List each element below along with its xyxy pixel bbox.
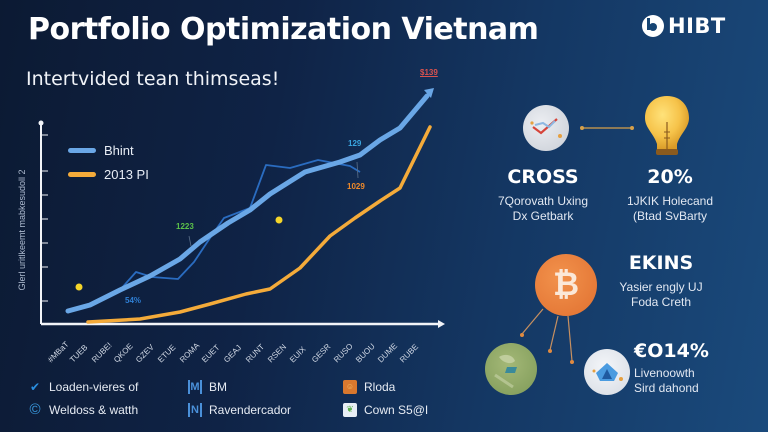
page-subtitle: Intertvided tean thimseas!: [26, 68, 280, 90]
x-tick: EUIX: [288, 344, 308, 365]
x-tick: ROMA: [178, 341, 202, 365]
brand-name: HIBT: [668, 14, 726, 38]
orange-box-icon: ☺: [343, 379, 357, 394]
x-tick: #MBaT: [46, 339, 71, 365]
y-axis-label: Glerl uritlkeemt mabkesudoll 2: [17, 169, 27, 291]
bottom-legend-item[interactable]: ✔ Loaden-vieres of: [29, 379, 139, 394]
hibt-logo-icon: [642, 15, 664, 37]
series-2013-pi-line[interactable]: [86, 125, 432, 324]
feature-cross: CROSS 7Qorovath Uxing Dx Getbark: [497, 166, 589, 223]
x-tick: RSEN: [266, 342, 289, 365]
feature-eo14-percent: €O14% Livenoowth Sird dahond: [634, 340, 709, 395]
x-tick: GEAJ: [222, 343, 244, 365]
bottom-legend-item[interactable]: © Weldoss & watth: [29, 401, 139, 418]
photo-icon: ❦: [343, 402, 357, 417]
globe-icon[interactable]: [485, 343, 537, 395]
marker-dot[interactable]: [75, 283, 83, 291]
x-tick: QKOE: [112, 341, 135, 365]
annotation-orange: 1029: [347, 182, 365, 191]
arrow-head-icon: [424, 88, 434, 98]
lightbulb-icon[interactable]: [642, 94, 692, 162]
bottom-legend-item[interactable]: N Ravendercador: [188, 401, 343, 418]
x-axis-ticks: #MBaT TUEB RUBE! QKOE GZEV ETUE ROMA EUE…: [46, 334, 426, 368]
n-box-icon: N: [188, 402, 202, 417]
x-tick: RUNT: [244, 342, 267, 365]
bottom-legend-item[interactable]: ❦ Cown S5@I: [343, 401, 483, 418]
x-tick: RUBE!: [90, 340, 114, 365]
x-tick: TUEB: [68, 342, 90, 365]
x-tick: RUSO: [332, 341, 355, 365]
x-tick: DUME: [376, 341, 400, 365]
annotation-blue: 129: [348, 139, 362, 148]
chart-check-circle-icon[interactable]: [523, 105, 569, 151]
legend-swatch-blue-icon: [68, 147, 96, 153]
x-tick: RUBE: [398, 342, 421, 365]
m-box-icon: M: [188, 379, 202, 394]
check-icon: ✔: [29, 379, 41, 394]
legend-item-2013-pi[interactable]: 2013 PI: [68, 162, 149, 186]
bottom-legend-item[interactable]: M BM: [188, 378, 343, 395]
x-tick: ETUE: [156, 342, 178, 365]
annotation-top: $139: [420, 68, 438, 77]
bitcoin-icon[interactable]: ₿: [535, 254, 597, 316]
annotation-green: 1223: [176, 222, 194, 231]
x-tick: GESR: [310, 341, 333, 365]
copyright-icon: ©: [29, 401, 41, 418]
series-bhint-line[interactable]: [65, 93, 430, 314]
x-tick: EUET: [200, 342, 222, 365]
bottom-legend: ✔ Loaden-vieres of M BM ☺ Rloda © Weldos…: [28, 378, 483, 418]
house-shield-icon[interactable]: [584, 349, 630, 395]
feature-20-percent: 20% 1JKIK Holecand (Btad SvBarty: [626, 166, 714, 223]
page-title: Portfolio Optimization Vietnam: [28, 12, 539, 47]
legend-swatch-orange-icon: [68, 171, 96, 177]
feature-connectors: [520, 126, 634, 364]
feature-ekins: EKINS Yasier engly UJ Foda Creth: [619, 252, 703, 309]
bottom-legend-item[interactable]: ☺ Rloda: [343, 378, 483, 395]
legend-item-bhint[interactable]: Bhint: [68, 138, 149, 162]
brand-logo[interactable]: HIBT: [642, 14, 726, 38]
chart-legend: Bhint 2013 PI: [68, 138, 149, 186]
x-tick: GZEV: [134, 342, 156, 365]
chart-axes: [38, 120, 445, 328]
marker-dot[interactable]: [275, 216, 283, 224]
x-tick: BUOU: [354, 341, 377, 365]
annotation-percent: 54%: [125, 296, 142, 305]
